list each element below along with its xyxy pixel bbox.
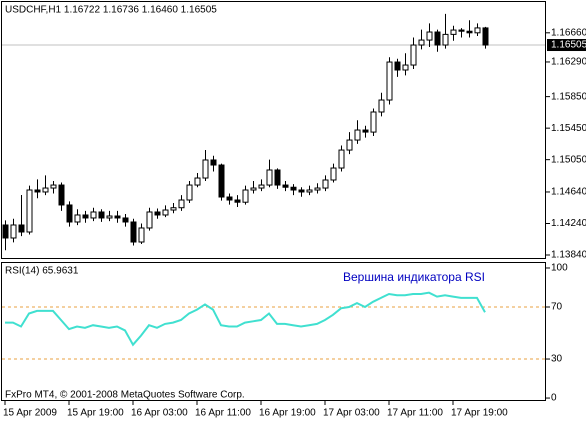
candle-body xyxy=(98,211,105,219)
candle-body xyxy=(42,187,49,193)
y-tick-label: 1.16290 xyxy=(551,57,586,68)
candle-body xyxy=(226,196,233,201)
candle-body xyxy=(178,199,185,209)
candle-body xyxy=(50,184,57,189)
y-tick-label: 1.13840 xyxy=(551,250,586,261)
candle-body xyxy=(410,44,417,66)
annotation: Вершина индикатора RSI xyxy=(343,270,485,284)
candle-body xyxy=(202,159,209,179)
y-tick-label: 1.15050 xyxy=(551,154,586,165)
candle-body xyxy=(58,184,65,206)
candle-body xyxy=(10,224,17,239)
x-tick-label: 15 Apr 19:00 xyxy=(67,408,124,419)
candle-body xyxy=(354,129,361,141)
candle-body xyxy=(266,169,273,186)
candle-body xyxy=(26,189,33,233)
x-tick-label: 17 Apr 11:00 xyxy=(387,408,443,419)
candle-body xyxy=(418,39,425,46)
candle-body xyxy=(34,189,41,193)
x-tick-label: 15 Apr 2009 xyxy=(3,408,57,419)
rsi-title: RSI(14) 65.9631 xyxy=(5,266,79,277)
chart-title: USDCHF,H1 1.16722 1.16736 1.16460 1.1650… xyxy=(5,5,217,16)
candle-body xyxy=(74,214,81,223)
current-price-box xyxy=(547,39,586,52)
candle-body xyxy=(146,211,153,229)
candle-body xyxy=(114,215,121,219)
candle-body xyxy=(258,184,265,189)
y-tick-label: 30 xyxy=(551,354,563,365)
candle-body xyxy=(442,33,449,46)
candle-body xyxy=(106,215,113,219)
candle-body xyxy=(298,189,305,193)
candle-body xyxy=(218,164,225,198)
price-pane xyxy=(1,1,546,259)
candle-body xyxy=(154,211,161,216)
candle-body xyxy=(322,179,329,189)
candle-body xyxy=(346,139,353,151)
candle-body xyxy=(458,29,465,32)
candle-body xyxy=(2,224,9,239)
current-price-label: 1.16505 xyxy=(551,40,586,51)
candle-body xyxy=(482,27,489,46)
candle-body xyxy=(282,184,289,188)
candle-body xyxy=(402,64,409,71)
x-tick-label: 16 Apr 03:00 xyxy=(131,408,188,419)
y-tick-label: 1.15850 xyxy=(551,91,586,102)
y-tick-label: 1.14640 xyxy=(551,187,586,198)
y-tick-label: 1.14240 xyxy=(551,218,586,229)
candle-body xyxy=(170,207,177,211)
candle-body xyxy=(242,189,249,203)
rsi-line xyxy=(5,291,486,347)
candle-body xyxy=(90,211,97,219)
rsi-pane xyxy=(1,262,546,401)
candle-body xyxy=(394,61,401,71)
candle-body xyxy=(194,177,201,186)
candle-body xyxy=(186,184,193,201)
candle-body xyxy=(338,149,345,169)
candle-body xyxy=(434,31,441,46)
candle-body xyxy=(234,199,241,203)
y-tick-label: 0 xyxy=(551,393,557,404)
candle-body xyxy=(82,214,89,219)
y-tick-label: 1.15450 xyxy=(551,123,586,134)
candle-body xyxy=(386,61,393,101)
footer: FxPro MT4, © 2001-2008 MetaQuotes Softwa… xyxy=(5,390,245,401)
candle-body xyxy=(474,27,481,34)
candle-body xyxy=(162,209,169,216)
candle-body xyxy=(250,187,257,191)
x-tick-label: 16 Apr 11:00 xyxy=(195,408,251,419)
y-tick-label: 100 xyxy=(551,263,568,274)
candle-body xyxy=(18,224,25,233)
x-tick-label: 17 Apr 19:00 xyxy=(451,408,508,419)
candle-body xyxy=(306,189,313,193)
candle-body xyxy=(426,31,433,41)
candle-body xyxy=(290,186,297,191)
y-tick-label: 70 xyxy=(551,302,563,313)
candle-body xyxy=(330,167,337,181)
candle-body xyxy=(378,99,385,113)
candle-body xyxy=(314,187,321,191)
candle-body xyxy=(138,227,145,243)
y-tick-label: 1.16660 xyxy=(551,27,586,38)
candle-body xyxy=(370,111,377,133)
x-tick-label: 16 Apr 19:00 xyxy=(259,408,316,419)
candle-body xyxy=(274,169,281,186)
candle-body xyxy=(450,29,457,35)
candle-body xyxy=(130,221,137,243)
candle-body xyxy=(122,217,129,223)
candle-body xyxy=(210,159,217,166)
x-tick-label: 17 Apr 03:00 xyxy=(323,408,380,419)
candle-body xyxy=(66,204,73,223)
candle-body xyxy=(362,129,369,133)
candle-body xyxy=(466,30,473,34)
